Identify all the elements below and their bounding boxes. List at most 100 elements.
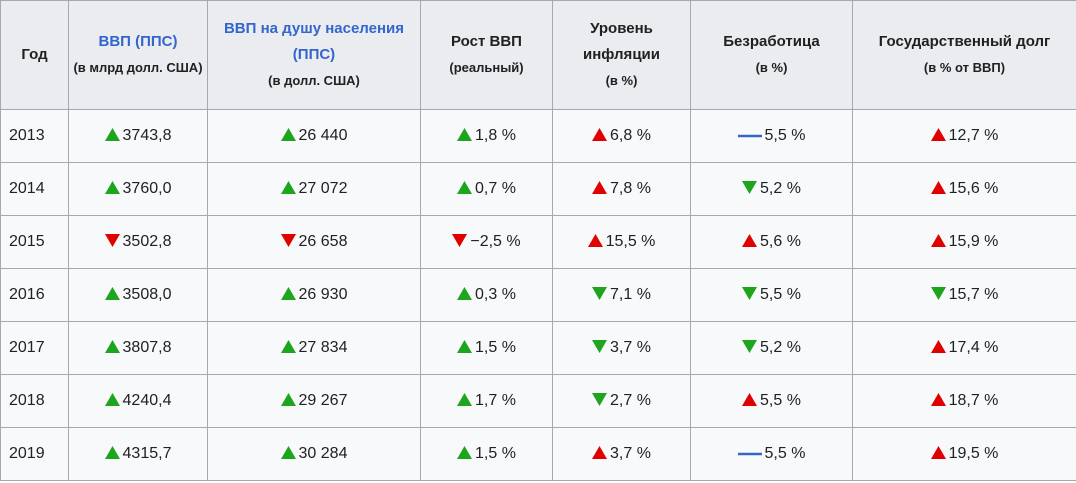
cell-text: 2015 (9, 233, 45, 250)
triangle (280, 393, 296, 406)
cell-text: 3508,0 (122, 286, 172, 303)
cell-text: 3,7 % (610, 445, 651, 462)
trend-up-icon (280, 446, 296, 459)
triangle (742, 234, 758, 247)
triangle (587, 234, 603, 247)
trend-up-icon (104, 393, 120, 406)
trend-up-icon (280, 181, 296, 194)
value-cell: 17,4 % (852, 321, 1076, 375)
cell-text: −2,5 % (470, 233, 521, 250)
trend-down-icon (930, 287, 946, 300)
trend-up-icon (457, 287, 473, 300)
value-cell: 15,5 % (552, 215, 691, 269)
trend-down-icon (742, 181, 758, 194)
triangle (742, 287, 758, 300)
header-title[interactable]: ВВП (ППС) (98, 33, 178, 50)
cell-text: 15,9 % (948, 233, 999, 250)
cell-text: 27 072 (298, 180, 348, 197)
column-header: Уровень инфляции (в %) (552, 0, 691, 110)
cell-text: 0,3 % (475, 286, 516, 303)
header-title: Безработица (723, 33, 820, 50)
header-subtitle: (в %) (605, 73, 638, 88)
cell-text: 26 658 (298, 233, 348, 250)
trend-down-icon (592, 287, 608, 300)
triangle (104, 446, 120, 459)
cell-text: 2014 (9, 180, 45, 197)
triangle (930, 128, 946, 141)
trend-down-icon (742, 287, 758, 300)
trend-up-icon (104, 287, 120, 300)
trend-up-icon (930, 181, 946, 194)
triangle (457, 340, 473, 353)
trend-flat-icon (737, 452, 762, 456)
year-cell: 2016 (0, 268, 69, 322)
triangle (104, 181, 120, 194)
cell-text: 12,7 % (948, 127, 999, 144)
value-cell: 26 930 (207, 268, 421, 322)
year-cell: 2017 (0, 321, 69, 375)
value-cell: 7,8 % (552, 162, 691, 216)
trend-up-icon (104, 340, 120, 353)
column-header: Рост ВВП (реальный) (420, 0, 553, 110)
triangle (742, 181, 758, 194)
triangle (280, 128, 296, 141)
value-cell: 5,2 % (690, 321, 853, 375)
value-cell: 26 440 (207, 109, 421, 163)
value-cell: 6,8 % (552, 109, 691, 163)
value-cell: 5,6 % (690, 215, 853, 269)
column-header: Безработица (в %) (690, 0, 853, 110)
value-cell: 1,8 % (420, 109, 553, 163)
triangle (592, 393, 608, 406)
trend-up-icon (457, 128, 473, 141)
header-subtitle: (реальный) (449, 60, 524, 75)
trend-up-icon (104, 446, 120, 459)
trend-up-icon (280, 393, 296, 406)
cell-text: 7,8 % (610, 180, 651, 197)
cell-text: 2013 (9, 127, 45, 144)
triangle (930, 446, 946, 459)
trend-up-icon (592, 128, 608, 141)
table-row: 2015 3502,8 26 658 −2,5 % 15,5 % 5,6 % 15,9 % (0, 215, 1076, 269)
cell-text: 4315,7 (122, 445, 172, 462)
value-cell: 12,7 % (852, 109, 1076, 163)
value-cell: 0,7 % (420, 162, 553, 216)
triangle (457, 393, 473, 406)
header-title: Государственный долг (878, 33, 1051, 50)
cell-text: 3502,8 (122, 233, 172, 250)
cell-text: 3807,8 (122, 339, 172, 356)
value-cell: 15,6 % (852, 162, 1076, 216)
value-cell: 26 658 (207, 215, 421, 269)
triangle (280, 287, 296, 300)
triangle (104, 393, 120, 406)
value-cell: 3,7 % (552, 321, 691, 375)
value-cell: 3,7 % (552, 427, 691, 481)
cell-text: 2018 (9, 392, 45, 409)
cell-text: 26 930 (298, 286, 348, 303)
header-title: Уровень инфляции (583, 20, 660, 63)
trend-up-icon (587, 234, 603, 247)
value-cell: 3508,0 (68, 268, 208, 322)
value-cell: 2,7 % (552, 374, 691, 428)
value-cell: 19,5 % (852, 427, 1076, 481)
value-cell: 4240,4 (68, 374, 208, 428)
cell-text: 2017 (9, 339, 45, 356)
cell-text: 2,7 % (610, 392, 651, 409)
trend-down-icon (742, 340, 758, 353)
cell-text: 1,5 % (475, 339, 516, 356)
value-cell: 5,5 % (690, 268, 853, 322)
triangle (104, 128, 120, 141)
cell-text: 6,8 % (610, 127, 651, 144)
triangle (930, 287, 946, 300)
year-cell: 2015 (0, 215, 69, 269)
trend-down-icon (452, 234, 468, 247)
cell-text: 2019 (9, 445, 45, 462)
header-subtitle: (в млрд долл. США) (73, 60, 203, 75)
triangle (104, 340, 120, 353)
triangle (457, 181, 473, 194)
header-title[interactable]: ВВП на душу населения (ППС) (223, 20, 405, 63)
triangle (742, 340, 758, 353)
trend-down-icon (104, 234, 120, 247)
table-row: 2017 3807,8 27 834 1,5 % 3,7 % 5,2 % 17,4 % (0, 321, 1076, 375)
cell-text: 0,7 % (475, 180, 516, 197)
